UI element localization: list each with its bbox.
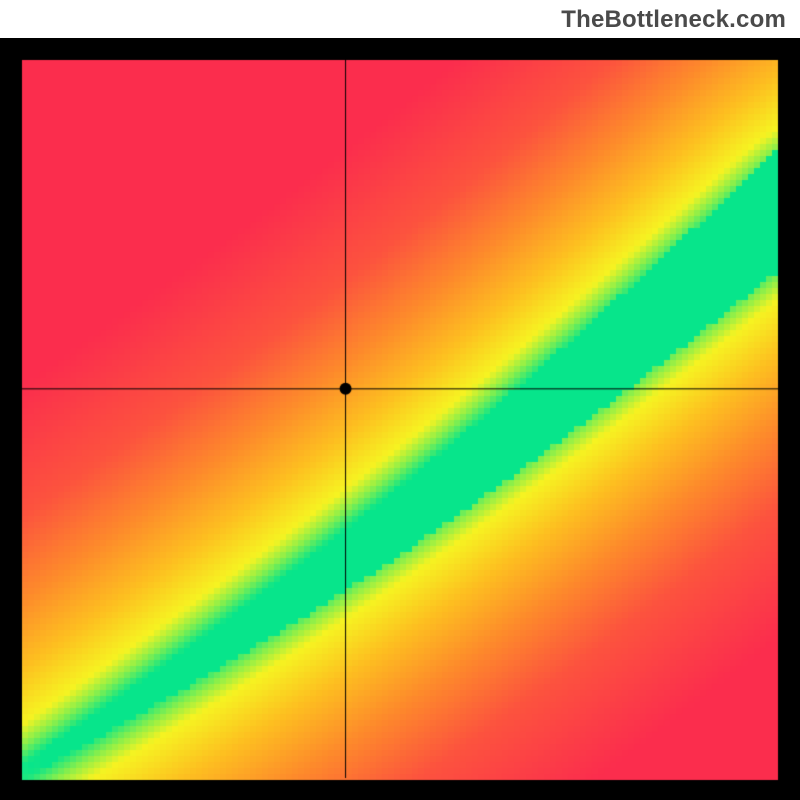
chart-wrapper: TheBottleneck.com: [0, 0, 800, 800]
watermark-text: TheBottleneck.com: [561, 6, 786, 34]
bottleneck-heatmap: [0, 38, 800, 800]
heatmap-frame: [0, 38, 800, 800]
